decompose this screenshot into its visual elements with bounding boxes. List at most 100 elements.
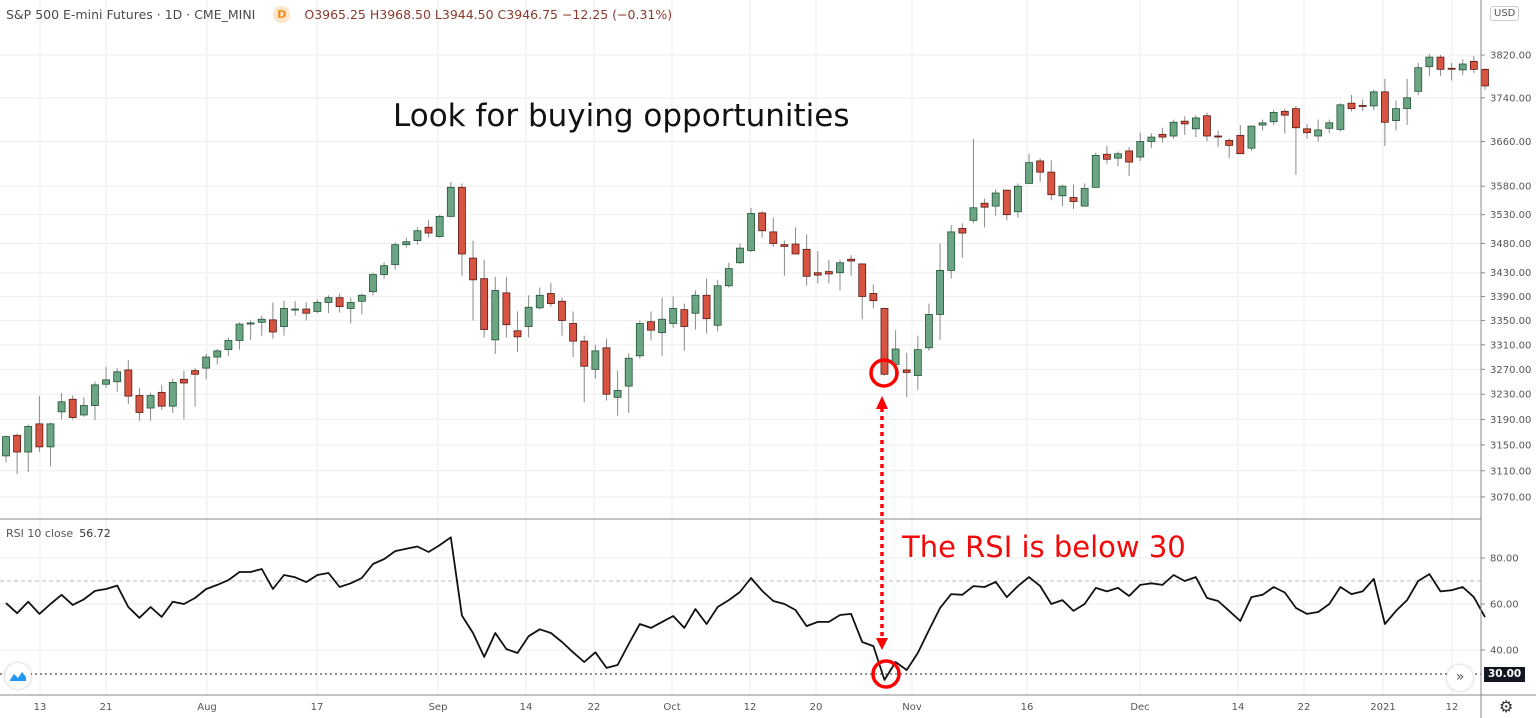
candle-body — [1325, 122, 1334, 129]
candle — [913, 335, 922, 390]
candle-body — [847, 258, 856, 262]
candle — [836, 259, 844, 291]
candle-body — [1180, 120, 1189, 125]
candle — [902, 352, 911, 398]
candle — [180, 370, 188, 420]
candle — [524, 295, 533, 338]
candle-body — [1047, 171, 1056, 196]
candle — [24, 424, 33, 473]
candle-body — [902, 369, 911, 373]
candle — [1180, 116, 1189, 135]
symbol-title[interactable]: S&P 500 E-mini Futures · 1D · CME_MINI — [6, 7, 256, 22]
candle — [46, 422, 55, 467]
candle-body — [391, 244, 400, 265]
candle-body — [157, 391, 166, 407]
candle-body — [869, 293, 878, 302]
candle-body — [246, 322, 255, 325]
candle — [1469, 56, 1478, 74]
candle — [1214, 130, 1222, 148]
candle-body — [1380, 91, 1389, 123]
rsi-axis-label: 80.00 — [1490, 554, 1519, 565]
rsi-line — [5, 536, 1486, 681]
price-axis-label: 3310.00 — [1490, 340, 1531, 351]
candle-body — [769, 231, 778, 244]
candle — [191, 368, 199, 407]
candle-body — [57, 401, 66, 413]
candle — [1247, 125, 1256, 151]
candle — [2, 435, 10, 463]
candle — [780, 240, 789, 276]
candle-body — [936, 269, 944, 315]
candle — [535, 287, 544, 310]
candle — [925, 303, 933, 351]
candle-body — [335, 297, 344, 308]
candle-body — [235, 323, 244, 341]
candle-body — [268, 319, 277, 333]
rsi-value: 56.72 — [79, 527, 111, 540]
candle — [1481, 68, 1489, 90]
candle — [446, 181, 455, 218]
candle-body — [1469, 60, 1478, 70]
price-axis-label: 3820.00 — [1490, 51, 1531, 62]
time-axis-label: 12 — [744, 702, 757, 713]
candle — [369, 272, 377, 296]
candle — [1158, 127, 1167, 143]
candle-body — [569, 323, 578, 342]
candle-body — [1114, 153, 1122, 159]
candle-body — [469, 257, 477, 281]
candle — [635, 320, 644, 359]
candle-body — [758, 212, 767, 232]
time-axis-label: 21 — [100, 702, 113, 713]
candle-body — [1080, 188, 1089, 207]
settings-gear-icon[interactable]: ⚙ — [1499, 697, 1514, 716]
candle — [1002, 189, 1011, 221]
candle-body — [1414, 67, 1423, 92]
rsi-legend[interactable]: RSI 10 close 56.72 — [6, 527, 111, 540]
candle — [824, 259, 833, 284]
candle — [1269, 109, 1278, 126]
candle-body — [913, 349, 922, 376]
candle — [469, 240, 477, 321]
candle — [1114, 151, 1122, 166]
candle-body — [1136, 141, 1145, 158]
time-axis-label: 22 — [588, 702, 601, 713]
candle-body — [1236, 135, 1245, 155]
candle-body — [1214, 135, 1222, 138]
candle — [1014, 183, 1022, 218]
candle — [435, 214, 444, 238]
candle — [268, 302, 277, 339]
candle-body — [580, 340, 589, 367]
candle — [1414, 62, 1423, 96]
candle — [624, 353, 633, 414]
candle-body — [1158, 133, 1167, 138]
candle-body — [480, 278, 489, 330]
candle-body — [280, 308, 288, 327]
candle-body — [925, 314, 933, 349]
tradingview-logo-icon[interactable] — [5, 663, 31, 689]
candle — [291, 301, 300, 316]
chart-header: S&P 500 E-mini Futures · 1D · CME_MINI D… — [6, 6, 672, 23]
candle-body — [546, 293, 555, 305]
candle-body — [458, 186, 466, 255]
candle — [680, 303, 689, 351]
candle — [1147, 133, 1156, 149]
time-axis-label: 16 — [1021, 702, 1034, 713]
currency-badge[interactable]: USD — [1490, 6, 1520, 21]
candle — [558, 297, 566, 336]
price-axis-label: 3580.00 — [1490, 182, 1531, 193]
annotation-buying: Look for buying opportunities — [393, 98, 850, 134]
candle-body — [102, 379, 110, 385]
candle-body — [702, 294, 711, 320]
time-axis-label: 2021 — [1370, 702, 1395, 713]
time-axis-label: 14 — [520, 702, 533, 713]
candle — [235, 322, 244, 350]
candle-body — [1247, 125, 1256, 149]
scroll-to-latest-button[interactable]: » — [1447, 665, 1473, 691]
candle — [1369, 89, 1378, 111]
candle — [302, 302, 311, 321]
price-axis-label: 3390.00 — [1490, 292, 1531, 303]
candle-body — [1058, 185, 1067, 197]
candle — [313, 299, 322, 314]
candle-body — [1002, 189, 1011, 216]
